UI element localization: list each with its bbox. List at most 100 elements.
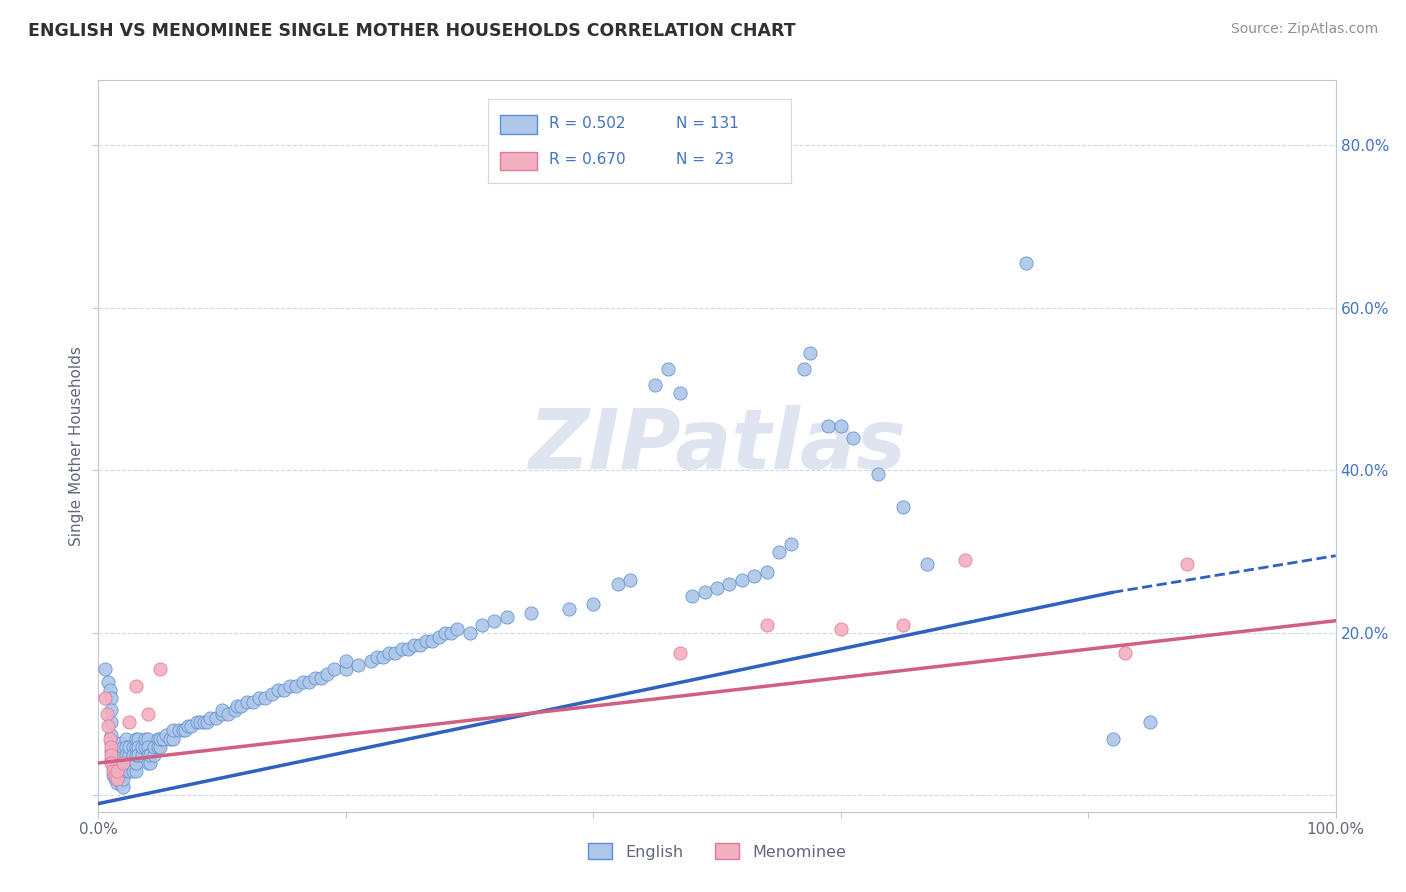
Point bbox=[136, 739, 159, 754]
Point bbox=[557, 601, 579, 615]
Point bbox=[644, 378, 666, 392]
Point bbox=[669, 386, 692, 401]
Point bbox=[316, 666, 339, 681]
Point bbox=[427, 630, 450, 644]
Point bbox=[193, 715, 215, 730]
Point bbox=[127, 747, 149, 762]
Point bbox=[285, 679, 308, 693]
Text: R = 0.670: R = 0.670 bbox=[548, 153, 626, 168]
Point bbox=[229, 699, 252, 714]
Point bbox=[471, 617, 494, 632]
Point bbox=[112, 747, 135, 762]
Point bbox=[433, 626, 456, 640]
Point bbox=[97, 719, 120, 733]
Point bbox=[152, 731, 174, 746]
Point bbox=[105, 776, 128, 790]
Point bbox=[247, 690, 270, 705]
Point bbox=[131, 739, 153, 754]
Point bbox=[100, 736, 122, 750]
Point bbox=[309, 671, 332, 685]
Point bbox=[236, 695, 259, 709]
Point bbox=[146, 731, 169, 746]
Point bbox=[391, 642, 413, 657]
Point bbox=[118, 747, 141, 762]
Point bbox=[110, 744, 132, 758]
Point bbox=[335, 654, 357, 668]
Point bbox=[842, 431, 865, 445]
Point bbox=[167, 723, 190, 738]
Point bbox=[217, 707, 239, 722]
Point bbox=[105, 772, 128, 787]
Point bbox=[118, 715, 141, 730]
Point bbox=[122, 739, 145, 754]
Point bbox=[260, 687, 283, 701]
Point bbox=[953, 553, 976, 567]
Point bbox=[97, 674, 120, 689]
Point bbox=[100, 715, 122, 730]
Point bbox=[105, 744, 128, 758]
Point bbox=[1102, 731, 1125, 746]
Point bbox=[866, 467, 889, 482]
Text: ENGLISH VS MENOMINEE SINGLE MOTHER HOUSEHOLDS CORRELATION CHART: ENGLISH VS MENOMINEE SINGLE MOTHER HOUSE… bbox=[28, 22, 796, 40]
Point bbox=[458, 626, 481, 640]
Legend: English, Menominee: English, Menominee bbox=[582, 837, 852, 866]
Point bbox=[122, 747, 145, 762]
Point bbox=[298, 674, 321, 689]
Point bbox=[198, 711, 221, 725]
Point bbox=[186, 715, 208, 730]
Point bbox=[93, 663, 115, 677]
Point bbox=[149, 739, 172, 754]
Point bbox=[254, 690, 277, 705]
Point bbox=[768, 544, 790, 558]
Point bbox=[657, 361, 679, 376]
Point bbox=[162, 723, 184, 738]
Point bbox=[134, 739, 156, 754]
Point bbox=[114, 756, 136, 770]
Point bbox=[136, 756, 159, 770]
Point bbox=[360, 654, 382, 668]
Point bbox=[799, 345, 821, 359]
Point bbox=[139, 747, 162, 762]
Point bbox=[100, 703, 122, 717]
Point bbox=[103, 768, 125, 782]
Text: ZIPatlas: ZIPatlas bbox=[529, 406, 905, 486]
Point bbox=[188, 715, 211, 730]
Point bbox=[112, 756, 135, 770]
Text: N = 131: N = 131 bbox=[676, 116, 740, 131]
Point bbox=[917, 557, 939, 571]
Point bbox=[139, 756, 162, 770]
Point bbox=[366, 650, 388, 665]
Point bbox=[124, 739, 146, 754]
Point bbox=[114, 731, 136, 746]
Point bbox=[159, 731, 181, 746]
Point bbox=[103, 764, 125, 778]
Point bbox=[103, 768, 125, 782]
Point bbox=[224, 703, 246, 717]
Point bbox=[103, 772, 125, 787]
Point bbox=[582, 598, 605, 612]
Point bbox=[1175, 557, 1198, 571]
Point bbox=[371, 650, 394, 665]
Point bbox=[124, 747, 146, 762]
Point bbox=[112, 772, 135, 787]
Point bbox=[124, 731, 146, 746]
Point bbox=[136, 747, 159, 762]
Point bbox=[378, 646, 401, 660]
Point bbox=[211, 707, 233, 722]
Point bbox=[96, 707, 118, 722]
Point bbox=[136, 707, 159, 722]
Point bbox=[409, 638, 432, 652]
Point bbox=[242, 695, 264, 709]
Point bbox=[127, 739, 149, 754]
Text: N =  23: N = 23 bbox=[676, 153, 734, 168]
Point bbox=[304, 671, 326, 685]
Point bbox=[149, 731, 172, 746]
Point bbox=[172, 723, 194, 738]
Point bbox=[278, 679, 301, 693]
Point bbox=[100, 690, 122, 705]
Text: Source: ZipAtlas.com: Source: ZipAtlas.com bbox=[1230, 22, 1378, 37]
Point bbox=[484, 614, 506, 628]
Point bbox=[131, 747, 153, 762]
Point bbox=[100, 739, 122, 754]
Point bbox=[112, 739, 135, 754]
